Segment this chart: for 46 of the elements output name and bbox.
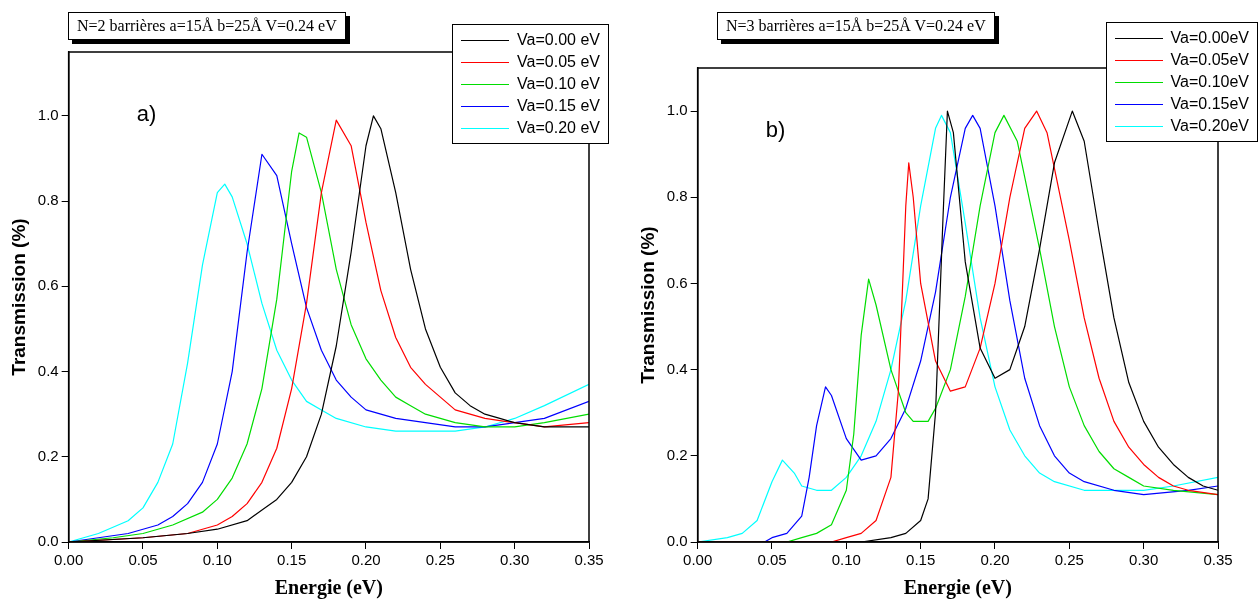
legend-label: Va=0.15 eV: [517, 97, 600, 115]
x-tick-label: 0.35: [574, 551, 604, 569]
x-tick-label: 0.20: [351, 551, 381, 569]
y-tick-label: 1.0: [666, 101, 688, 119]
y-axis-title: Transmission (%): [7, 218, 29, 376]
chart-title: N=3 barrières a=15Å b=25Å V=0.24 eV: [717, 12, 995, 40]
annotation: a): [136, 101, 157, 127]
legend-label: Va=0.10 eV: [517, 75, 600, 93]
x-tick-label: 0.10: [831, 551, 861, 569]
legend-label: Va=0.00 eV: [517, 31, 600, 49]
legend-label: Va=0.05eV: [1170, 51, 1249, 69]
legend-label: Va=0.20 eV: [517, 119, 600, 137]
x-tick-label: 0.05: [757, 551, 787, 569]
x-tick-label: 0.00: [54, 551, 84, 569]
y-tick-label: 0.6: [37, 276, 59, 294]
y-tick-label: 0.8: [37, 191, 59, 209]
y-axis-title: Transmission (%): [636, 226, 658, 384]
x-tick-label: 0.15: [277, 551, 307, 569]
x-tick-label: 0.25: [425, 551, 455, 569]
x-tick-label: 0.10: [202, 551, 232, 569]
y-tick-label: 0.0: [666, 532, 688, 550]
y-tick-label: 0.6: [666, 273, 688, 291]
x-tick-label: 0.30: [1129, 551, 1159, 569]
y-tick-label: 0.2: [37, 446, 59, 464]
x-axis-title: Energie (eV): [274, 576, 383, 600]
x-axis-title: Energie (eV): [903, 576, 1012, 600]
x-tick-label: 0.05: [128, 551, 158, 569]
chart-title: N=2 barrières a=15Å b=25Å V=0.24 eV: [68, 12, 346, 40]
legend-label: Va=0.00eV: [1170, 29, 1249, 47]
x-tick-label: 0.20: [980, 551, 1010, 569]
annotation: b): [765, 117, 786, 143]
x-tick-label: 0.15: [906, 551, 936, 569]
legend-label: Va=0.05 eV: [517, 53, 600, 71]
legend-label: Va=0.15eV: [1170, 95, 1249, 113]
x-tick-label: 0.25: [1054, 551, 1084, 569]
legend-label: Va=0.20eV: [1170, 117, 1249, 135]
y-tick-label: 0.2: [666, 445, 688, 463]
x-tick-label: 0.30: [500, 551, 530, 569]
y-tick-label: 0.0: [37, 532, 59, 550]
y-tick-label: 0.4: [666, 359, 688, 377]
legend-label: Va=0.10eV: [1170, 73, 1249, 91]
y-tick-label: 0.4: [37, 361, 59, 379]
y-tick-label: 0.8: [666, 187, 688, 205]
x-tick-label: 0.00: [683, 551, 713, 569]
x-tick-label: 0.35: [1203, 551, 1233, 569]
y-tick-label: 1.0: [37, 106, 59, 124]
